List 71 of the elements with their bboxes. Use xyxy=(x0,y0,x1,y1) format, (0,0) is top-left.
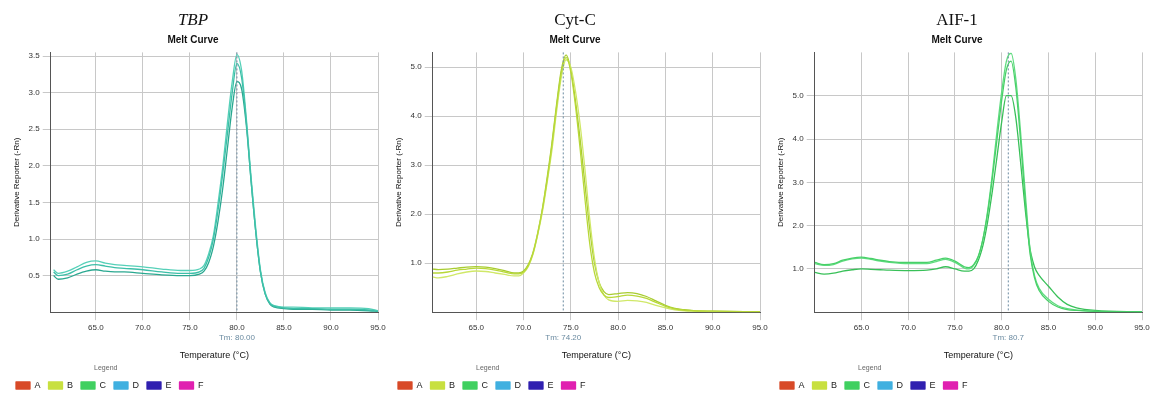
y-tick-label: 1.5 xyxy=(28,197,41,207)
x-tick-label: 90.0 xyxy=(704,323,722,333)
chart-title: Cyt-C xyxy=(554,9,596,29)
ref-line-label: Tm: 80.00 xyxy=(218,333,256,343)
legend-label: C xyxy=(863,379,871,390)
x-tick-label: 80.0 xyxy=(993,323,1011,333)
legend-label: C xyxy=(481,379,489,390)
legend-label: F xyxy=(580,379,587,390)
ref-line-label: Tm: 74.20 xyxy=(545,333,582,343)
y-tick-label: 1.0 xyxy=(792,264,805,274)
chart-subtitle: Melt Curve xyxy=(549,34,601,46)
chart-title: AIF-1 xyxy=(936,9,978,29)
x-tick-label: 70.0 xyxy=(515,323,532,333)
y-tick-label: 5.0 xyxy=(410,62,423,72)
y-tick-label: 0.5 xyxy=(28,270,41,280)
x-tick-label: 70.0 xyxy=(135,323,152,333)
x-tick-label: 65.0 xyxy=(468,323,485,333)
legend-label: A xyxy=(34,379,41,390)
y-axis-title: Derivative Reporter (-Rn) xyxy=(394,137,403,227)
legend-label: D xyxy=(132,379,140,390)
x-tick-label: 95.0 xyxy=(1134,323,1151,333)
chart-subtitle: Melt Curve xyxy=(931,34,983,46)
legend-label: E xyxy=(929,379,936,390)
x-tick-label: 90.0 xyxy=(1087,323,1104,333)
x-tick-label: 75.0 xyxy=(947,323,964,333)
legend-label: B xyxy=(67,379,74,390)
legend-label: E xyxy=(547,379,554,390)
x-tick-label: 80.0 xyxy=(610,323,627,333)
ref-line-label: Tm: 80.7 xyxy=(992,333,1025,343)
legend-label: C xyxy=(99,379,107,390)
x-tick-label: 65.0 xyxy=(853,323,870,333)
y-tick-label: 5.0 xyxy=(792,90,805,100)
x-axis-title: Temperature (°C) xyxy=(943,349,1013,360)
y-tick-label: 3.0 xyxy=(28,87,41,97)
x-tick-label: 85.0 xyxy=(1040,323,1057,333)
x-tick-label: 85.0 xyxy=(276,323,293,333)
legend-label: B xyxy=(831,379,838,390)
legend-label: F xyxy=(962,379,969,390)
legend-label: A xyxy=(798,379,805,390)
x-tick-label: 65.0 xyxy=(88,323,105,333)
x-tick-label: 80.0 xyxy=(229,323,246,333)
x-tick-label: 95.0 xyxy=(370,323,387,333)
y-tick-label: 1.0 xyxy=(410,258,423,268)
x-tick-label: 90.0 xyxy=(323,323,340,333)
legend-label: D xyxy=(514,379,522,390)
legend-label: E xyxy=(165,379,172,390)
y-tick-label: 1.0 xyxy=(28,234,41,244)
y-tick-label: 2.5 xyxy=(28,124,41,134)
chart-subtitle: Melt Curve xyxy=(167,34,219,46)
y-axis-title: Derivative Reporter (-Rn) xyxy=(776,137,785,227)
x-tick-label: 70.0 xyxy=(900,323,917,333)
y-axis-title: Derivative Reporter (-Rn) xyxy=(12,137,21,227)
x-tick-label: 75.0 xyxy=(182,323,199,333)
legend-label: A xyxy=(416,379,423,390)
y-tick-label: 3.0 xyxy=(792,177,805,187)
legend-label: F xyxy=(198,379,205,390)
y-tick-label: 2.0 xyxy=(410,209,423,219)
x-tick-label: 95.0 xyxy=(752,323,769,333)
y-tick-label: 2.0 xyxy=(28,161,41,171)
y-tick-label: 3.5 xyxy=(28,51,41,61)
y-tick-label: 4.0 xyxy=(410,111,423,121)
x-tick-label: 75.0 xyxy=(563,323,580,333)
x-axis-title: Temperature (°C) xyxy=(179,349,249,360)
x-axis-title: Temperature (°C) xyxy=(561,349,631,360)
y-tick-label: 4.0 xyxy=(792,134,805,144)
x-tick-label: 85.0 xyxy=(657,323,674,333)
legend-label: B xyxy=(449,379,456,390)
y-tick-label: 2.0 xyxy=(792,220,805,230)
y-tick-label: 3.0 xyxy=(410,160,423,170)
legend-label: D xyxy=(896,379,904,390)
chart-title: TBP xyxy=(177,9,209,29)
